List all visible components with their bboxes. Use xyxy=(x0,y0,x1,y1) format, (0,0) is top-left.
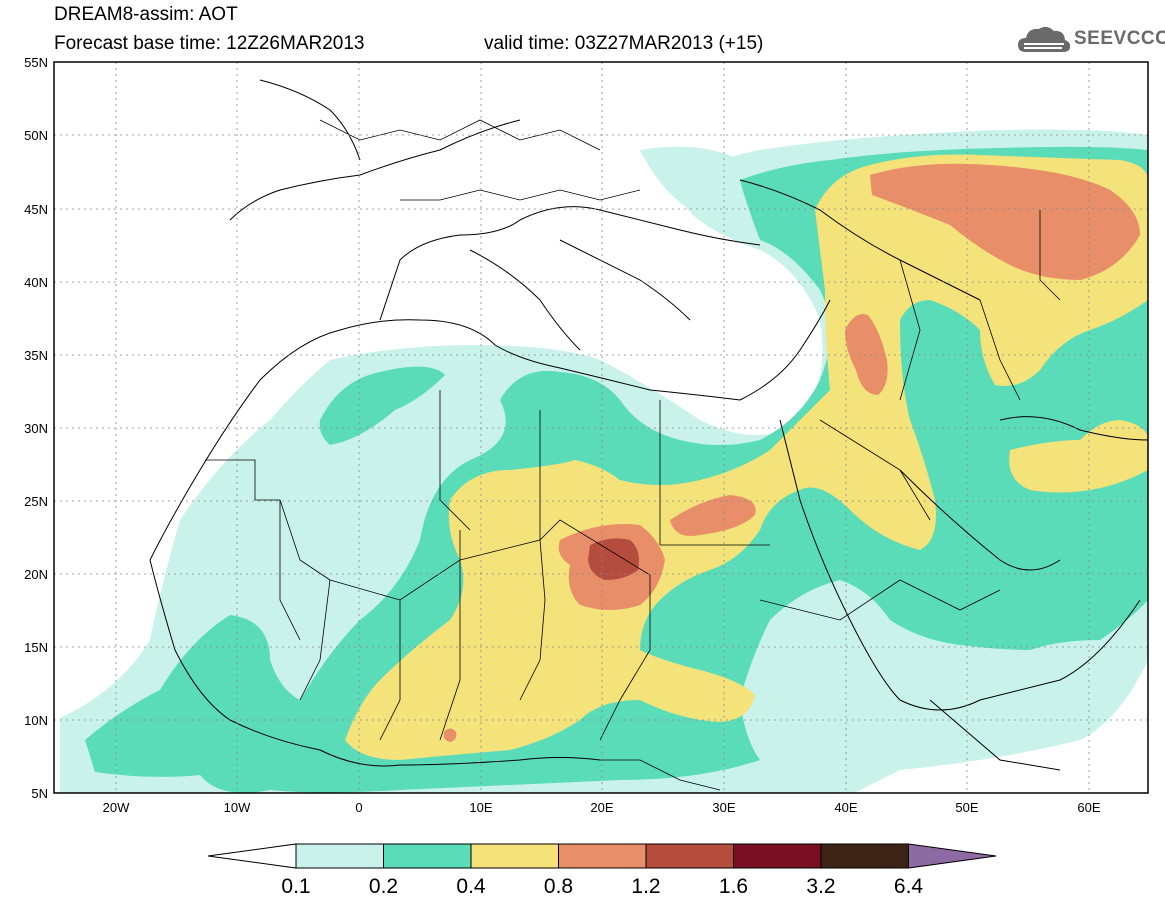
latitude-labels: 55N 50N 45N 40N 35N 30N 25N 20N 15N 10N … xyxy=(24,55,48,801)
lat-label: 10N xyxy=(24,713,48,728)
colorbar-segment xyxy=(295,843,384,869)
lat-label: 20N xyxy=(24,567,48,582)
lat-label: 55N xyxy=(24,55,48,70)
lon-label: 0 xyxy=(355,800,362,815)
colorbar-label: 0.8 xyxy=(544,875,573,898)
colorbar-segment xyxy=(733,843,822,869)
aot-level-0-4 xyxy=(345,154,1148,760)
colorbar-label: 0.1 xyxy=(281,875,310,898)
coastlines xyxy=(149,79,1148,771)
graticule xyxy=(54,62,1148,793)
colorbar-label: 6.4 xyxy=(894,875,924,898)
longitude-labels: 20W 10W 0 10E 20E 30E 40E 50E 60E xyxy=(103,800,1101,815)
colorbar: 0.1 0.2 0.4 0.8 1.2 1.6 3.2 6.4 xyxy=(207,843,997,898)
aot-level-1-2 xyxy=(588,538,639,580)
lon-label: 60E xyxy=(1077,800,1100,815)
valid-time: valid time: 03Z27MAR2013 (+15) xyxy=(484,33,764,54)
colorbar-segment xyxy=(645,843,734,869)
lat-label: 5N xyxy=(31,786,48,801)
colorbar-label: 1.2 xyxy=(631,875,660,898)
forecast-base-time: Forecast base time: 12Z26MAR2013 xyxy=(54,33,365,54)
lat-label: 15N xyxy=(24,640,48,655)
colorbar-label: 0.2 xyxy=(369,875,398,898)
colorbar-segment xyxy=(383,843,472,869)
colorbar-label: 3.2 xyxy=(806,875,835,898)
lat-label: 30N xyxy=(24,421,48,436)
colorbar-high-arrow xyxy=(908,843,997,869)
logo-text: SEEVCCC xyxy=(1074,28,1165,49)
lon-label: 30E xyxy=(712,800,735,815)
lat-label: 25N xyxy=(24,494,48,509)
lat-label: 45N xyxy=(24,202,48,217)
lat-label: 50N xyxy=(24,128,48,143)
colorbar-segment xyxy=(470,843,559,869)
lon-label: 20E xyxy=(590,800,613,815)
lon-label: 50E xyxy=(955,800,978,815)
colorbar-label: 0.4 xyxy=(456,875,486,898)
lon-label: 10E xyxy=(469,800,492,815)
colorbar-label: 1.6 xyxy=(719,875,748,898)
cloud-icon xyxy=(1018,26,1071,52)
map-frame xyxy=(53,61,1149,794)
lat-label: 35N xyxy=(24,348,48,363)
colorbar-segment xyxy=(820,843,909,869)
seevccc-logo: SEEVCCC xyxy=(1016,22,1165,58)
aot-shading xyxy=(60,129,1148,793)
country-borders xyxy=(205,119,1061,791)
colorbar-low-arrow xyxy=(207,843,297,869)
colorbar-segment xyxy=(558,843,647,869)
lon-label: 40E xyxy=(834,800,857,815)
lat-label: 40N xyxy=(24,275,48,290)
lon-label: 20W xyxy=(103,800,130,815)
lon-label: 10W xyxy=(224,800,251,815)
map-title: DREAM8-assim: AOT xyxy=(54,4,238,25)
